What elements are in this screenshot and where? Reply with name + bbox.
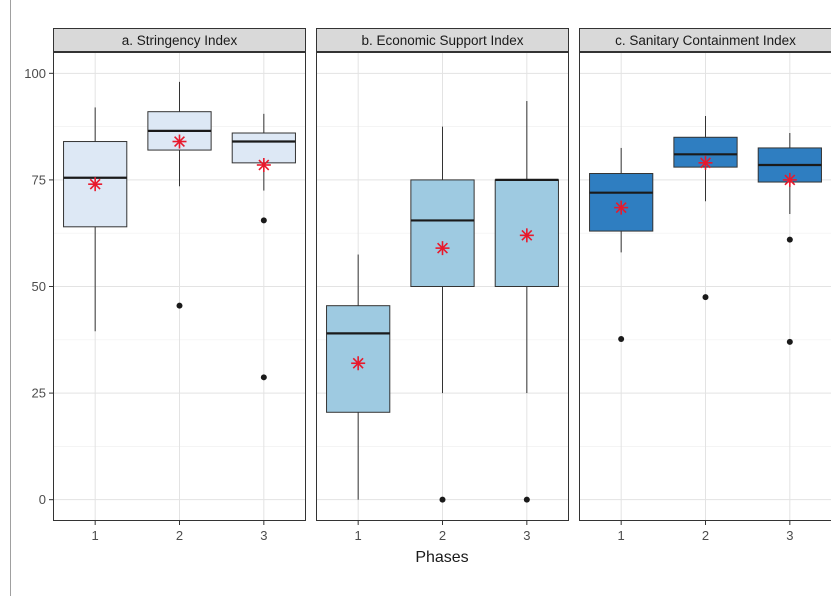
- x-tick-label: 3: [523, 528, 530, 543]
- panel-2: b. Economic Support Index 1 2 3: [316, 29, 569, 544]
- x-tick-label: 3: [260, 528, 267, 543]
- outlier-point: [524, 497, 530, 503]
- x-tick-label: 1: [355, 528, 362, 543]
- y-tick-label: 0: [39, 492, 46, 507]
- panel-3: c. Sanitary Containment Index 1 2 3: [579, 29, 831, 544]
- x-tick-label: 2: [176, 528, 183, 543]
- outlier-point: [787, 339, 793, 345]
- mean-marker: [257, 158, 271, 172]
- x-tick-label: 2: [702, 528, 709, 543]
- x-tick-label: 1: [92, 528, 99, 543]
- outlier-point: [261, 217, 267, 223]
- mean-marker: [351, 356, 365, 370]
- x-tick-label: 1: [618, 528, 625, 543]
- x-tick-label: 3: [786, 528, 793, 543]
- y-tick-label: 75: [32, 172, 46, 187]
- panel-title: b. Economic Support Index: [361, 33, 523, 48]
- y-tick-label: 25: [32, 386, 46, 401]
- panel-title: c. Sanitary Containment Index: [615, 33, 796, 48]
- x-tick-label: 2: [439, 528, 446, 543]
- mean-marker: [699, 156, 713, 170]
- outlier-point: [261, 374, 267, 380]
- outlier-point: [703, 294, 709, 300]
- x-axis-title: Phases: [415, 549, 468, 566]
- panel-1: a. Stringency Index 1 2 3: [53, 29, 306, 544]
- outlier-point: [618, 336, 624, 342]
- outlier-point: [177, 303, 183, 309]
- panel-title: a. Stringency Index: [122, 33, 238, 48]
- box-iqr: [411, 180, 474, 287]
- y-tick-label: 100: [24, 66, 46, 81]
- outlier-point: [787, 237, 793, 243]
- mean-marker: [436, 241, 450, 255]
- mean-marker: [173, 135, 187, 149]
- outlier-point: [440, 497, 446, 503]
- y-tick-label: 50: [32, 279, 46, 294]
